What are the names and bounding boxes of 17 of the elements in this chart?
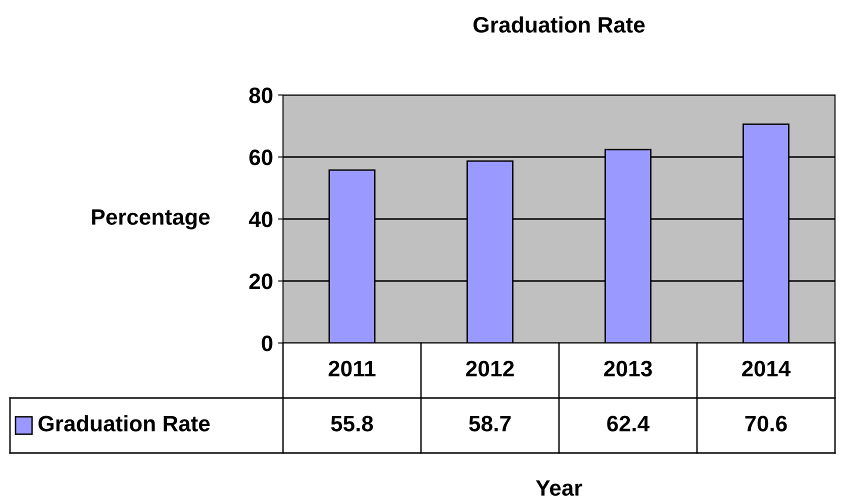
legend-label: Graduation Rate bbox=[38, 415, 210, 432]
data-label: 70.6 bbox=[745, 416, 787, 432]
data-label: 55.8 bbox=[331, 416, 373, 432]
y-tick-label: 0 bbox=[262, 336, 272, 352]
x-tick-label: 2013 bbox=[604, 360, 652, 376]
x-tick-label: 2014 bbox=[742, 360, 791, 376]
x-axis-title: Year bbox=[536, 480, 582, 496]
data-label: 62.4 bbox=[607, 416, 650, 432]
chart-title: Graduation Rate bbox=[473, 16, 645, 33]
y-axis-title: Percentage bbox=[92, 209, 210, 230]
y-tick-label: 60 bbox=[249, 150, 272, 166]
y-tick-label: 80 bbox=[249, 88, 272, 104]
y-tick-label: 20 bbox=[249, 274, 272, 290]
data-label: 58.7 bbox=[469, 416, 511, 432]
x-tick-label: 2011 bbox=[328, 360, 376, 376]
x-tick-label: 2012 bbox=[466, 360, 514, 376]
y-tick-label: 40 bbox=[248, 212, 272, 228]
